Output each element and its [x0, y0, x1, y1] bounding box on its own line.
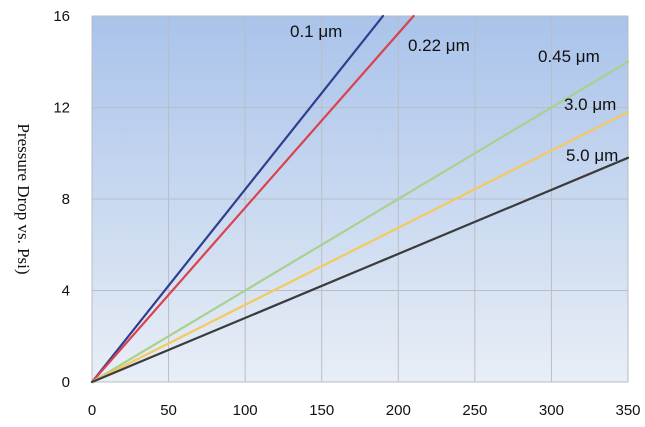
y-tick-label: 8: [62, 191, 70, 208]
series-label: 0.22 μm: [408, 36, 470, 55]
series-line: [90, 60, 630, 384]
y-tick-label: 16: [53, 8, 70, 25]
y-tick-label: 4: [62, 283, 70, 300]
x-tick-label: 350: [615, 402, 640, 419]
y-tick-label: 12: [53, 100, 70, 117]
x-tick-label: 250: [462, 402, 487, 419]
series-label: 0.1 μm: [290, 22, 342, 41]
x-tick-label: 200: [386, 402, 411, 419]
series-label: 3.0 μm: [564, 95, 616, 114]
x-tick-label: 100: [233, 402, 258, 419]
x-tick-label: 0: [88, 402, 96, 419]
tick-labels: 0 50 100 150 200 250 300 350 0 4 8 12 16: [53, 8, 640, 419]
y-tick-label: 0: [62, 374, 70, 391]
series-labels: 0.1 μm 0.22 μm 0.45 μm 3.0 μm 5.0 μm: [290, 22, 618, 165]
series-lines: [90, 14, 630, 384]
series-label: 0.45 μm: [538, 47, 600, 66]
grid-lines: [92, 16, 628, 382]
x-tick-label: 50: [160, 402, 177, 419]
series-line: [90, 14, 415, 384]
series-line: [90, 156, 630, 384]
series-label: 5.0 μm: [566, 146, 618, 165]
series-line: [90, 110, 630, 384]
series-line: [90, 14, 385, 384]
y-axis-title: Pressure Drop vs. Psi): [14, 123, 33, 274]
x-tick-label: 300: [539, 402, 564, 419]
x-tick-label: 150: [309, 402, 334, 419]
